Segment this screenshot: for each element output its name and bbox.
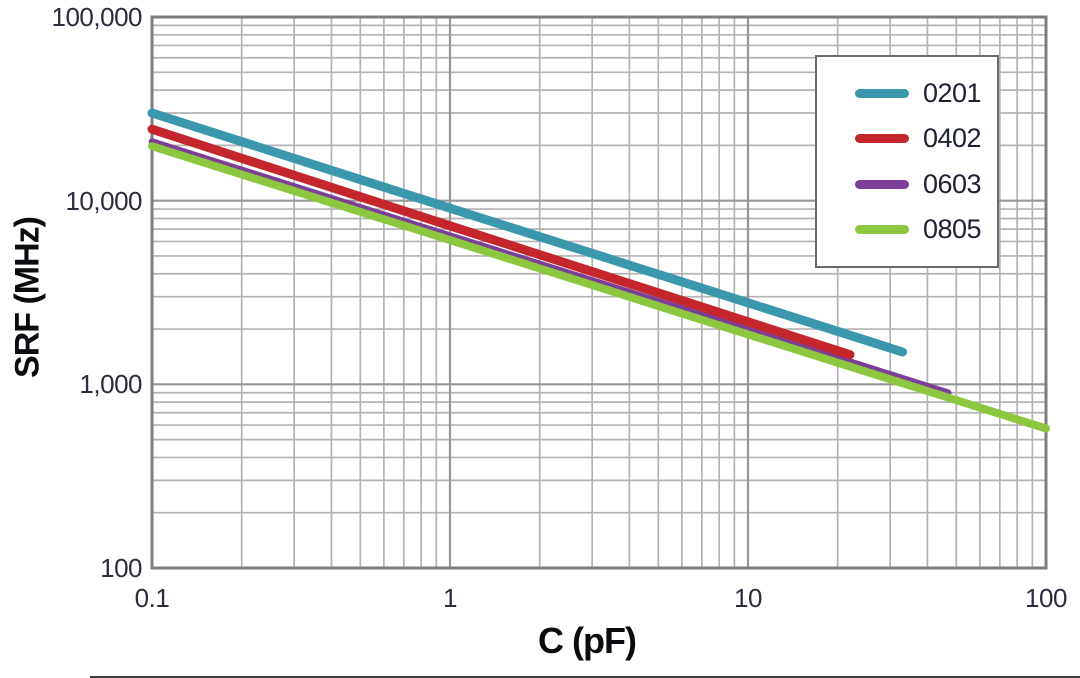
y-axis-title: SRF (MHz) xyxy=(8,217,47,378)
legend: 0201 0402 0603 0805 xyxy=(815,55,999,268)
legend-swatch-0805 xyxy=(855,225,909,235)
y-tick-label: 100,000 xyxy=(51,2,143,32)
legend-swatch-0201 xyxy=(855,88,909,98)
x-tick-label: 0.1 xyxy=(134,583,170,613)
x-tick-label: 1 xyxy=(443,583,457,613)
y-tick-label: 1,000 xyxy=(79,369,142,400)
series-line-0201 xyxy=(147,108,907,357)
plot-frame xyxy=(150,15,1048,570)
x-tick-label: 100 xyxy=(1025,583,1067,613)
legend-label: 0201 xyxy=(923,77,982,108)
series-line-0402 xyxy=(147,124,855,360)
x-axis-title: C (pF) xyxy=(538,620,637,661)
page-edge-line xyxy=(90,676,1080,678)
legend-item-0402: 0402 xyxy=(817,125,997,152)
legend-label: 0805 xyxy=(923,214,982,245)
legend-item-0805: 0805 xyxy=(817,216,997,243)
x-tick-label: 10 xyxy=(734,583,762,613)
data-series-lines xyxy=(147,108,1050,433)
series-line-0805 xyxy=(148,142,1050,433)
legend-label: 0402 xyxy=(923,123,982,154)
legend-label: 0603 xyxy=(923,168,982,199)
legend-item-0603: 0603 xyxy=(817,168,997,199)
legend-item-0201: 0201 xyxy=(817,77,997,108)
y-tick-label: 100 xyxy=(100,553,142,583)
legend-swatch-0402 xyxy=(855,134,909,144)
legend-swatch-0603 xyxy=(855,179,909,189)
y-tick-label: 10,000 xyxy=(65,185,142,216)
series-line-0603 xyxy=(148,138,952,396)
